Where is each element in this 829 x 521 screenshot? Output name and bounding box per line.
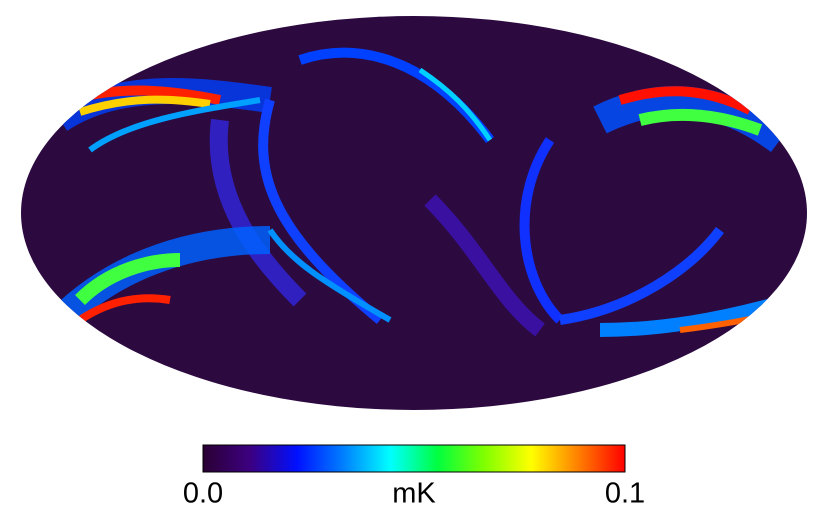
colorbar-label: mK: [392, 478, 436, 510]
colorbar-tick-label: 0.0: [183, 478, 223, 510]
colorbar-tick-label: 0.1: [605, 478, 645, 510]
colorbar: [202, 444, 626, 473]
map-features: [50, 47, 792, 337]
